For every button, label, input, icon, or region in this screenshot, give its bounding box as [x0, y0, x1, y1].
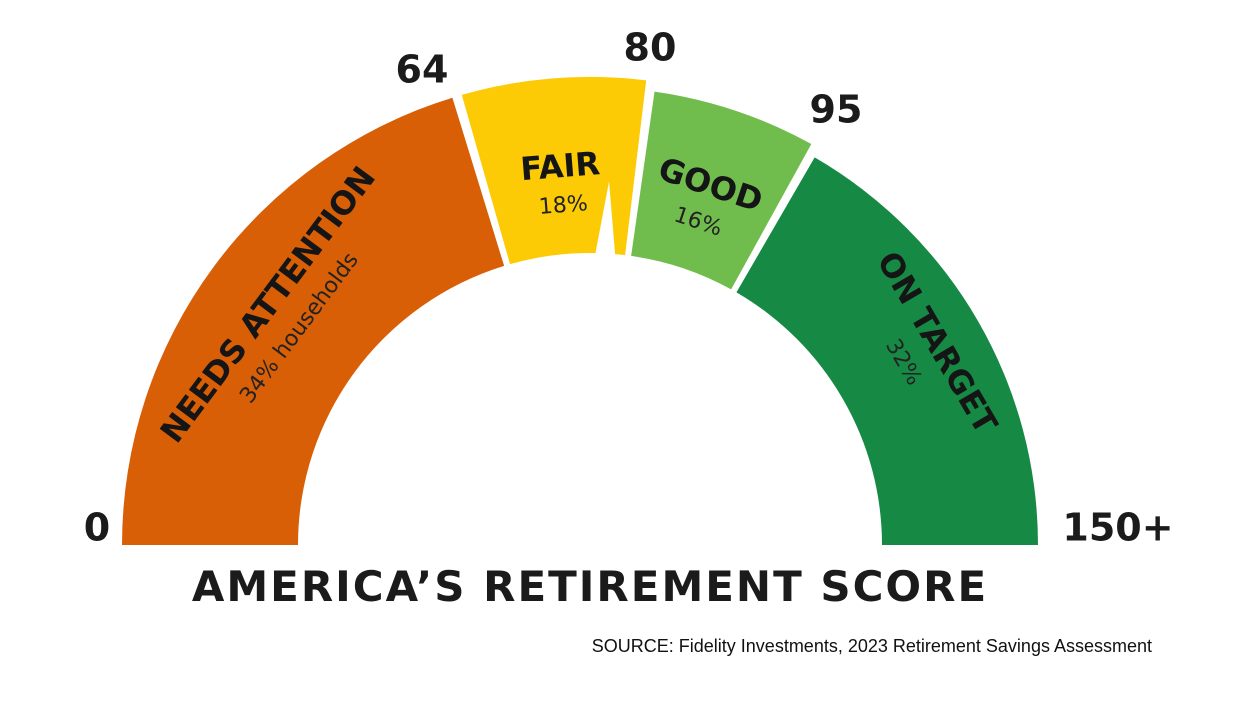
tick-label-150: 150+ — [1062, 506, 1173, 550]
chart-title: AMERICA’S RETIREMENT SCORE — [191, 562, 989, 611]
segment-good — [631, 91, 812, 290]
segment-on-target — [736, 157, 1038, 545]
segment-fair — [461, 77, 647, 265]
gauge-needle — [593, 181, 616, 263]
tick-label-64: 64 — [396, 48, 449, 92]
segment-share-fair: 18% — [538, 191, 589, 220]
segment-label-fair: FAIR — [519, 144, 601, 188]
tick-label-80: 80 — [624, 26, 677, 70]
segment-needs-attention — [122, 97, 505, 545]
source-note: SOURCE: Fidelity Investments, 2023 Retir… — [591, 636, 1152, 656]
tick-label-0: 0 — [84, 506, 110, 550]
tick-label-95: 95 — [810, 88, 863, 132]
